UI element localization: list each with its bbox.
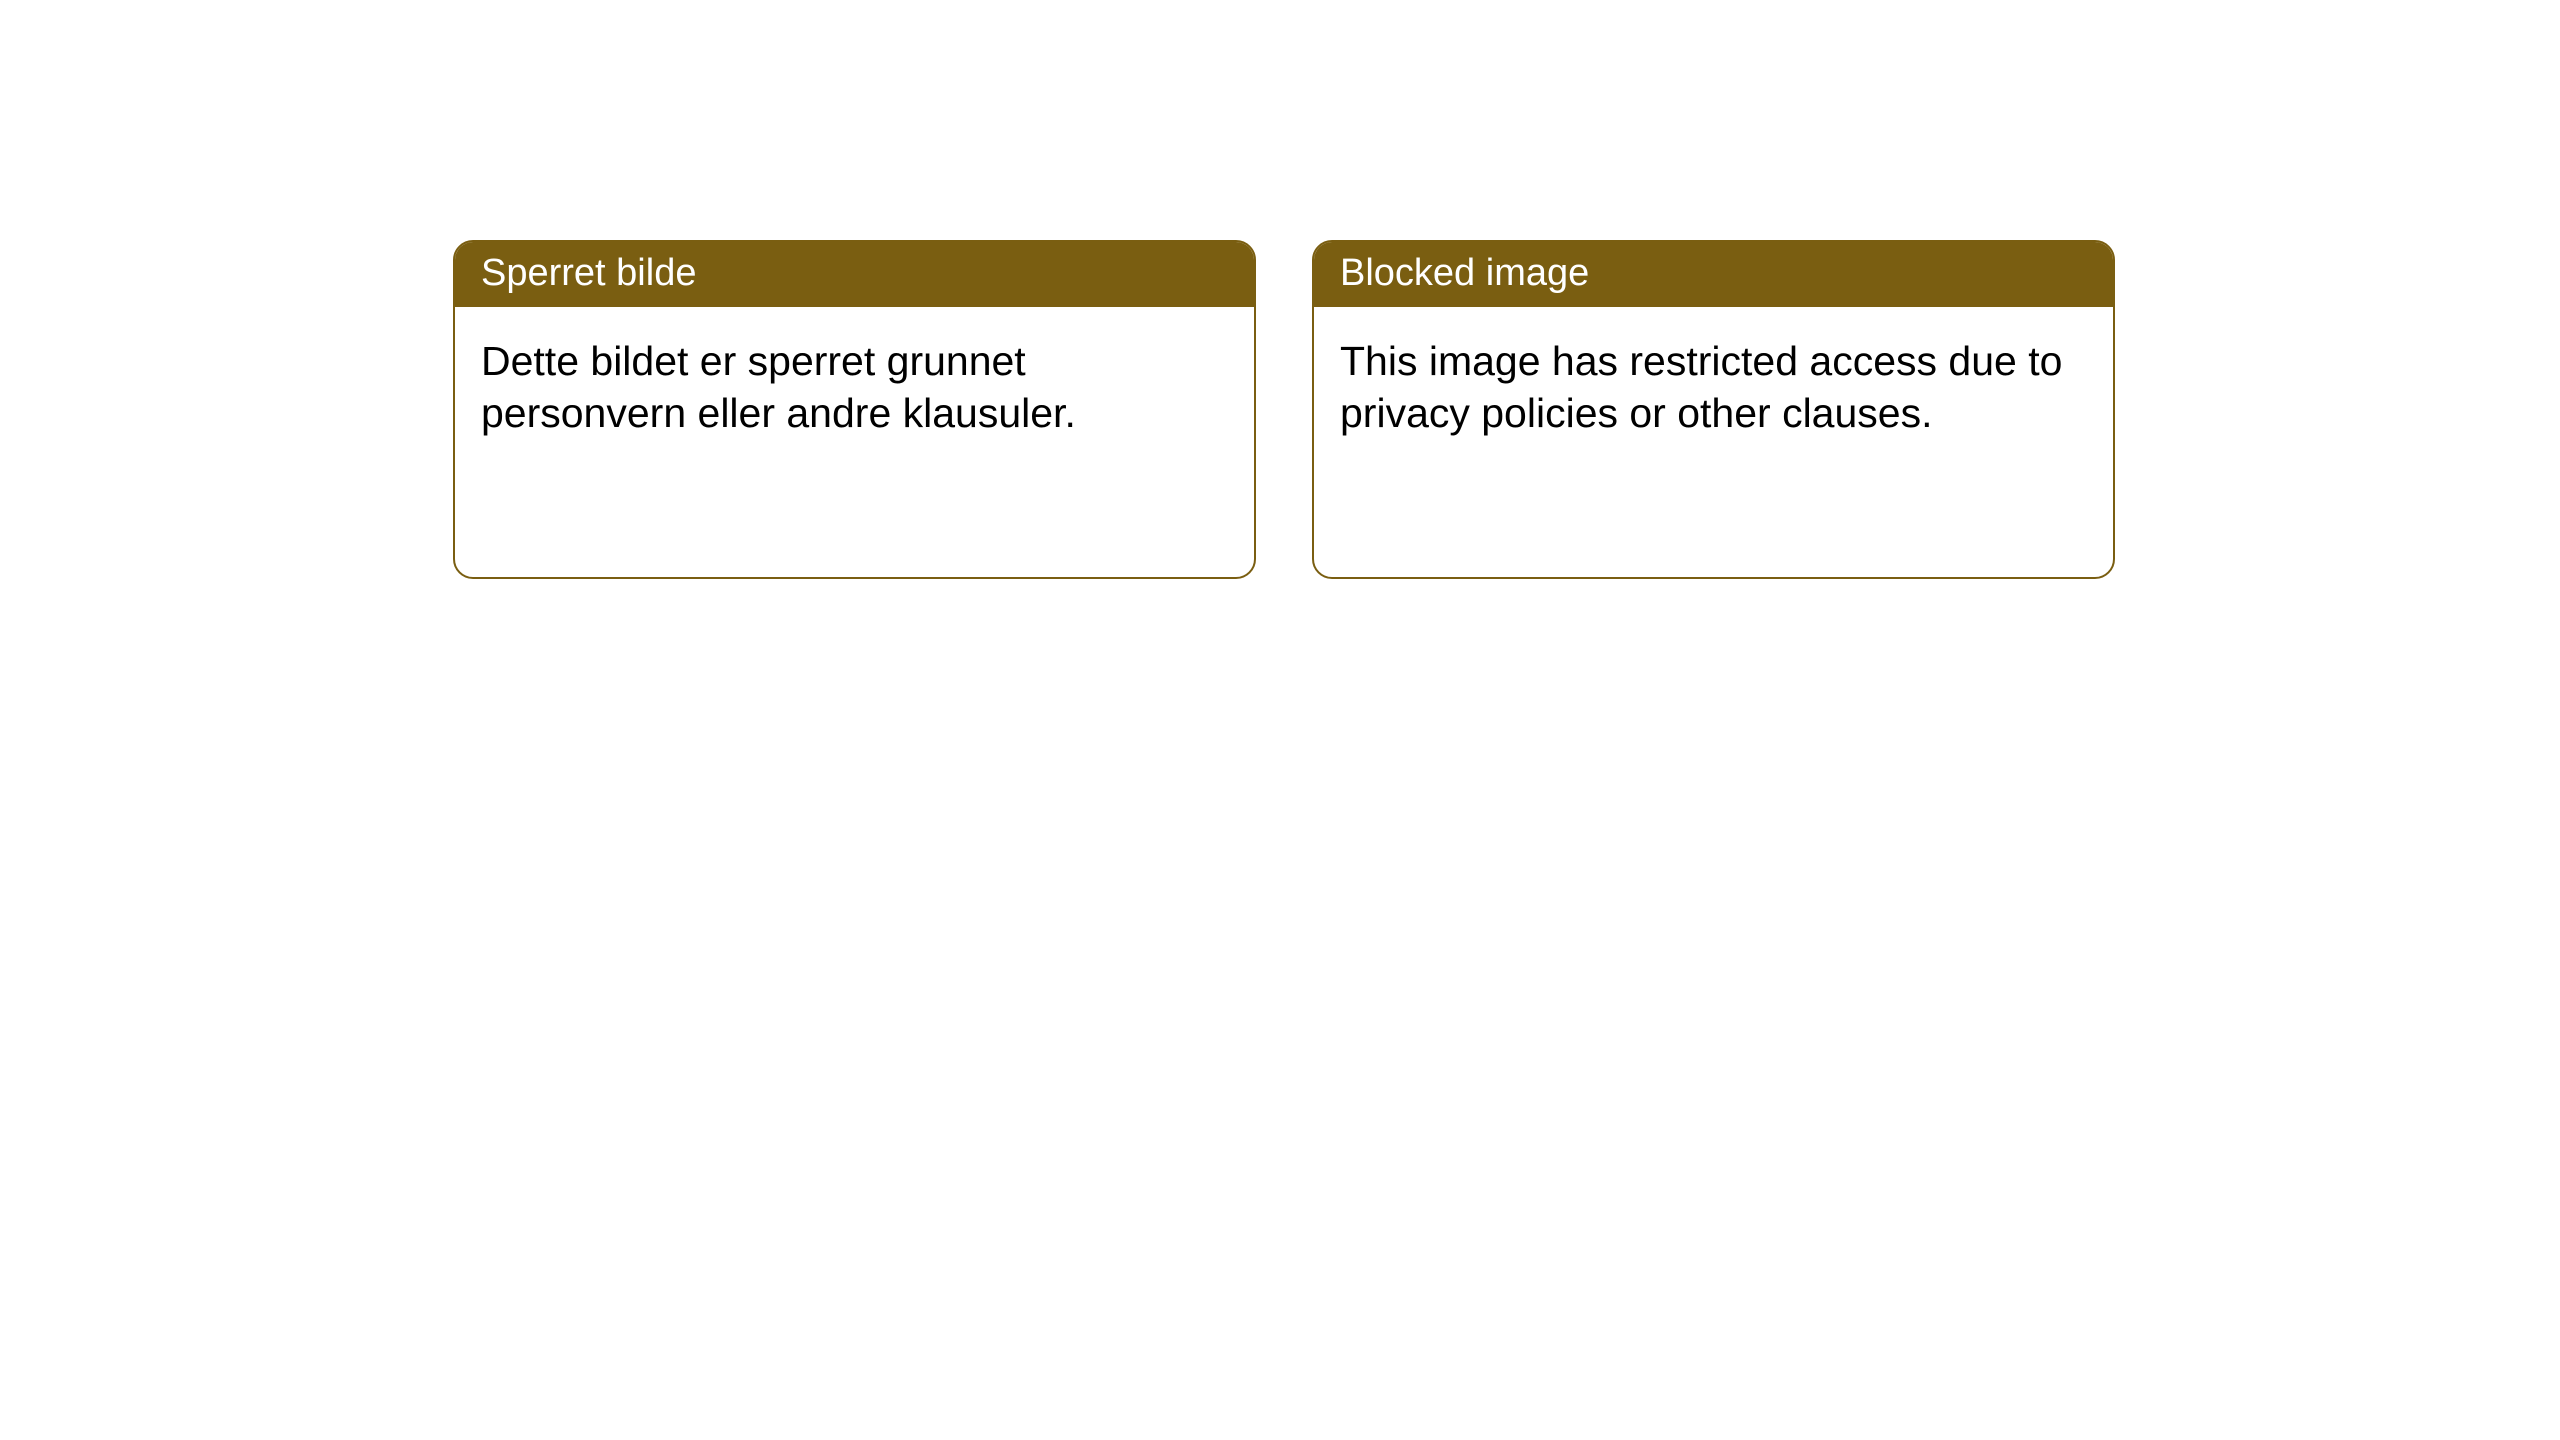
notice-container: Sperret bilde Dette bildet er sperret gr… [453,240,2115,579]
notice-header: Sperret bilde [455,242,1254,307]
notice-body: Dette bildet er sperret grunnet personve… [455,307,1254,577]
notice-card-norwegian: Sperret bilde Dette bildet er sperret gr… [453,240,1256,579]
notice-card-english: Blocked image This image has restricted … [1312,240,2115,579]
notice-body: This image has restricted access due to … [1314,307,2113,577]
notice-header: Blocked image [1314,242,2113,307]
